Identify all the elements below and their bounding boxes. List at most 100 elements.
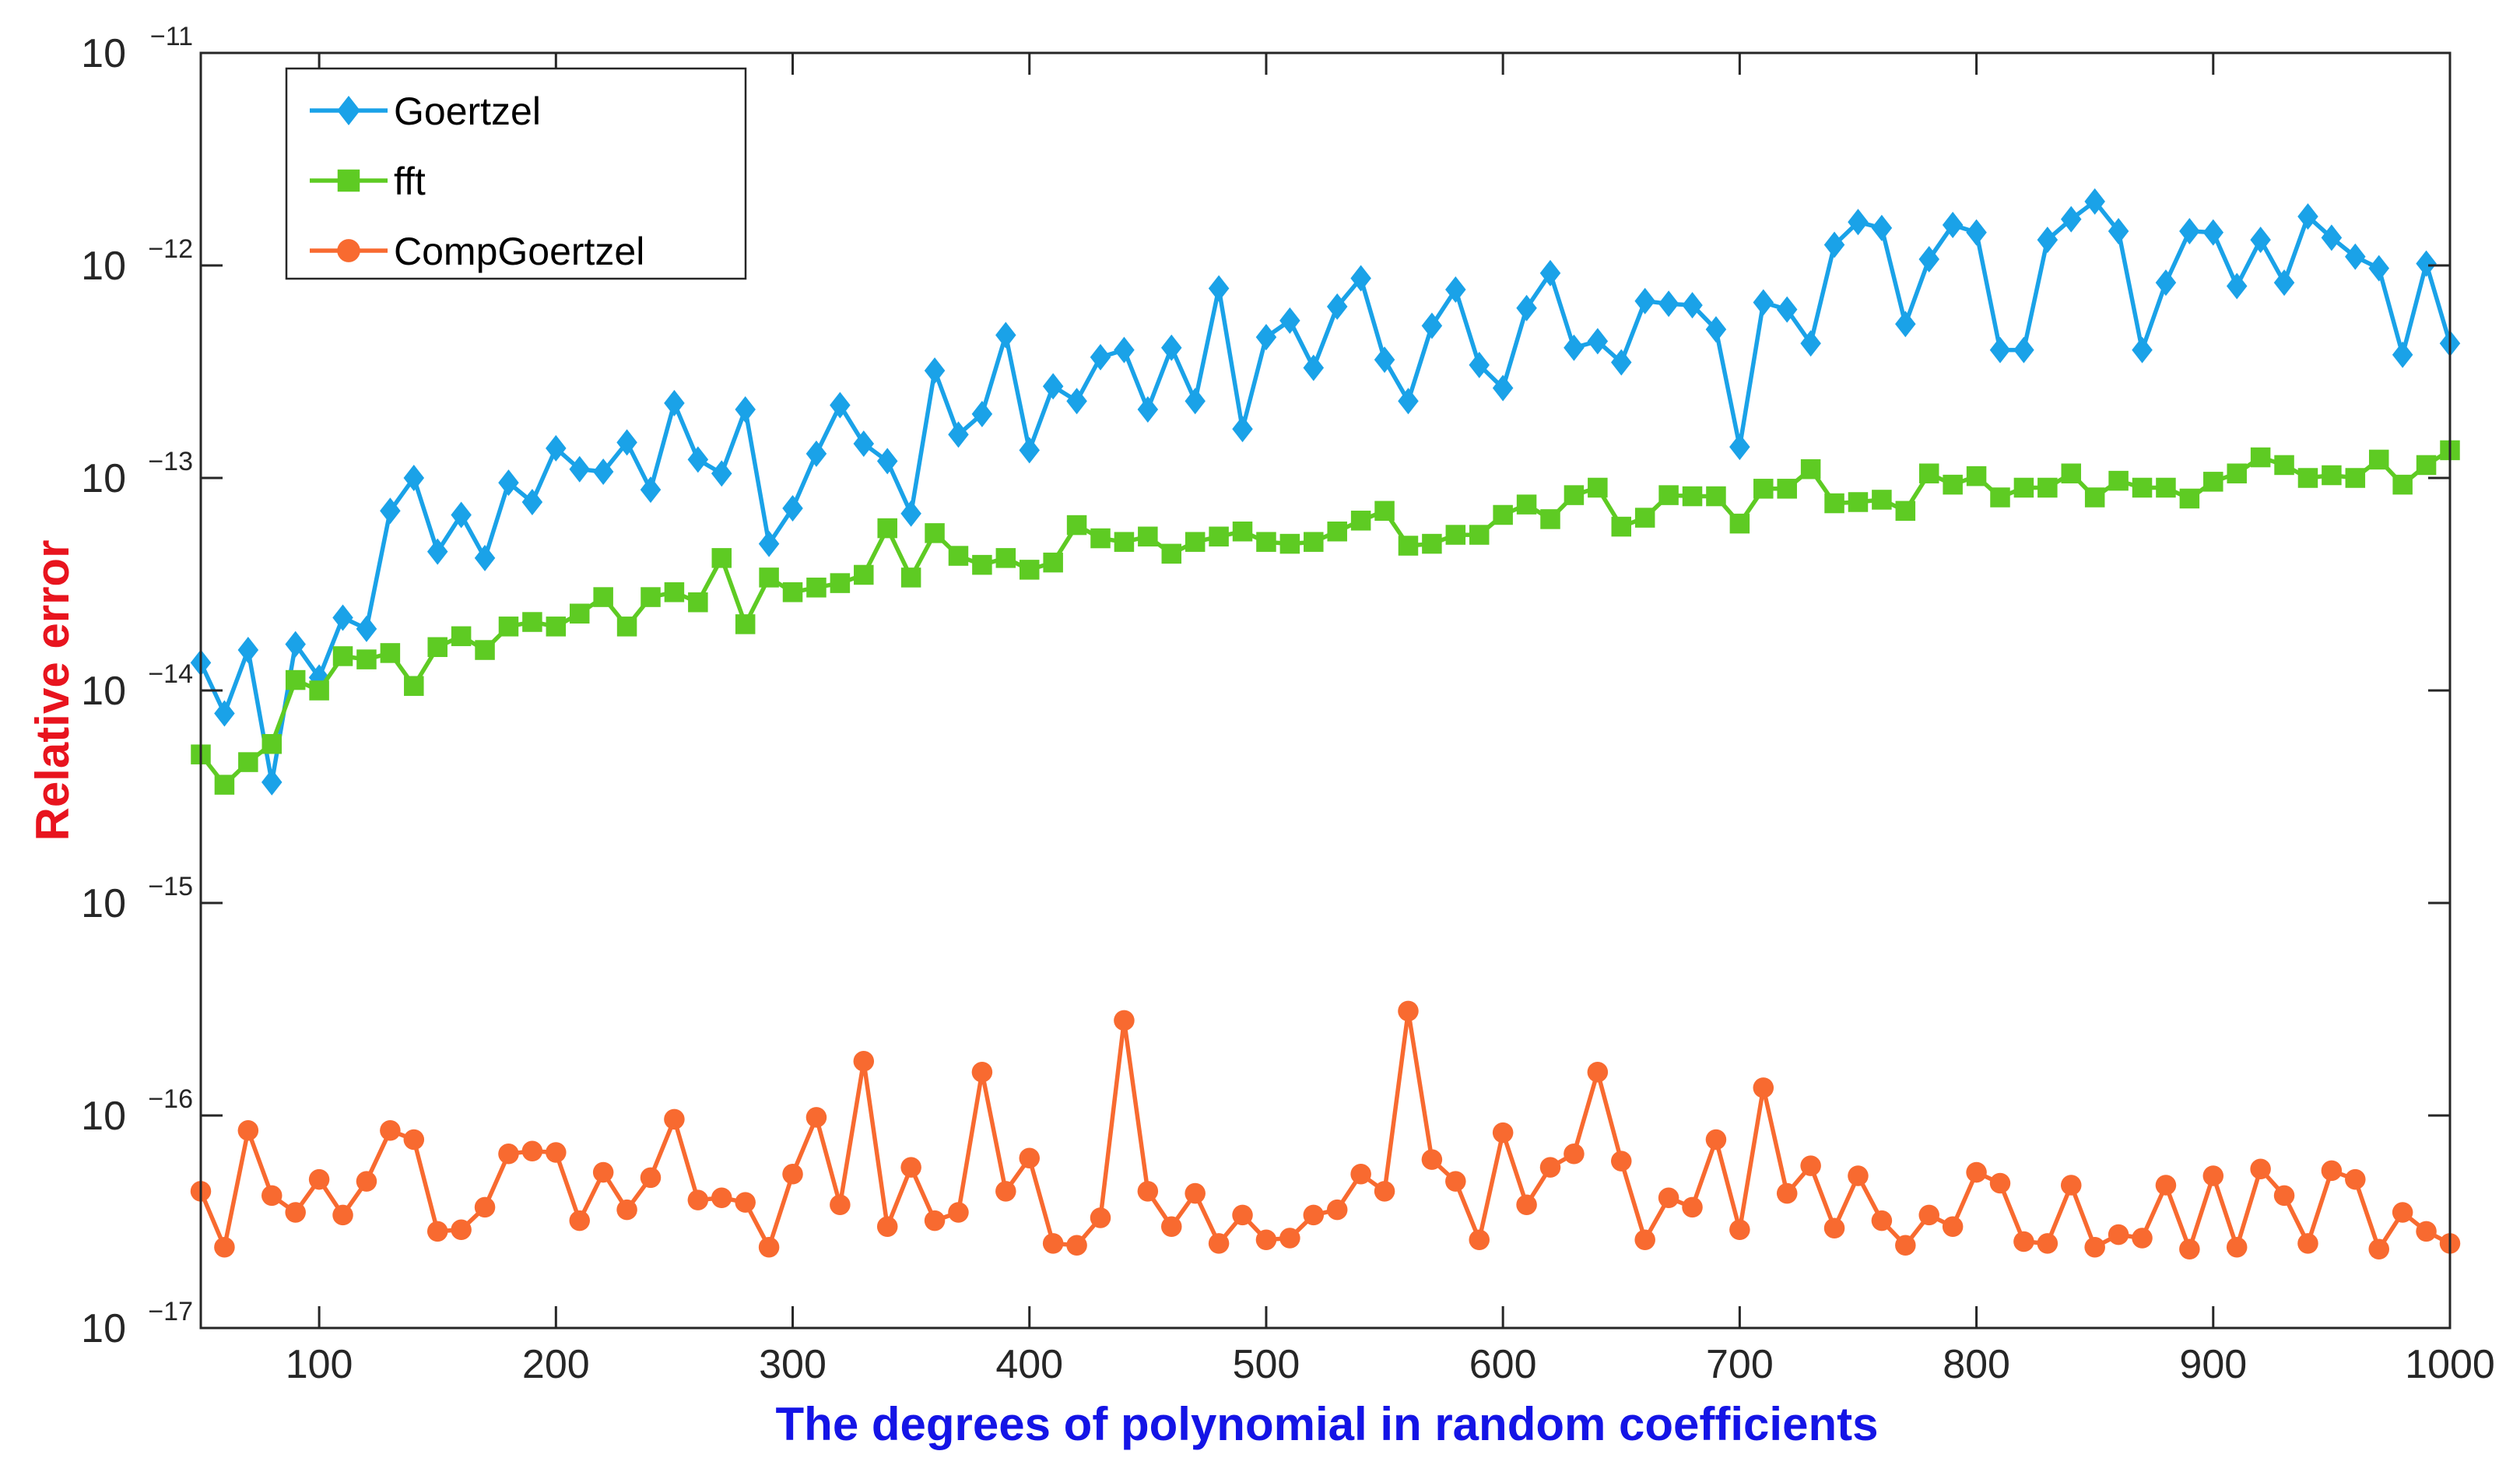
goertzel-point [380,497,401,525]
fft-point [1209,526,1229,547]
goertzel-point [2132,336,2153,364]
compgoertzel-point [380,1120,401,1141]
fft-point [1682,486,1703,507]
fft-point [356,649,377,669]
compgoertzel-point [2132,1228,2153,1249]
compgoertzel-point [1800,1155,1821,1176]
ticks-layer: 100 200 300 400 500 600 700 800 900 1000 10 −17 10 −1… [81,22,2495,1387]
compgoertzel-point [830,1194,851,1215]
compgoertzel-point [876,1216,898,1238]
compgoertzel-point [2273,1185,2295,1207]
fft-point [2132,477,2153,498]
fft-point [735,614,756,634]
compgoertzel-point [546,1142,567,1163]
goertzel-point [664,389,685,416]
x-tick-label: 300 [759,1342,827,1387]
fft-point [1114,532,1135,552]
compgoertzel-point [2013,1231,2034,1252]
legend-compgoertzel-label: CompGoertzel [394,230,644,273]
fft-point [498,617,519,637]
compgoertzel-point [1776,1182,1798,1204]
goertzel-point [2392,341,2413,368]
x-tick-label: 1000 [2405,1342,2495,1387]
compgoertzel-point [1303,1204,1325,1226]
goertzel-point [2179,217,2200,244]
fft-point [1706,486,1726,507]
compgoertzel-point [1753,1077,1774,1098]
compgoertzel-point [1042,1233,1064,1254]
goertzel-point [426,538,448,565]
compgoertzel-point [640,1167,662,1189]
goertzel-point [2368,255,2389,282]
fft-point [309,680,329,701]
fft-point [546,617,567,637]
fft-point [664,582,685,603]
fft-point [522,612,542,632]
fft-point [1256,532,1276,552]
goertzel-point [261,768,283,796]
fft-point [593,587,613,607]
fft-point [1469,525,1490,545]
goertzel-point [1350,265,1371,292]
compgoertzel-point [356,1171,377,1192]
fft-point [2345,468,2366,488]
goertzel-point [2155,269,2177,297]
compgoertzel-point [1469,1229,1490,1250]
goertzel-point [214,700,235,727]
fft-point [759,567,779,588]
x-tick-label: 600 [1469,1342,1537,1387]
fft-point [1848,492,1869,512]
compgoertzel-point [521,1140,543,1161]
goertzel-point [2250,227,2271,254]
goertzel-point [1326,293,1348,320]
fft-point [877,518,897,539]
legend-goertzel-label: Goertzel [394,90,541,133]
compgoertzel-point [498,1144,519,1165]
goertzel-point [616,429,637,456]
compgoertzel-point [1492,1122,1514,1144]
goertzel-point [1208,275,1230,302]
goertzel-point [687,446,709,473]
fft-point [1729,513,1750,534]
fft-point [900,567,921,588]
compgoertzel-point [2368,1238,2389,1259]
x-tick-label: 500 [1233,1342,1300,1387]
goertzel-point [1469,351,1490,378]
goertzel-point [1729,434,1750,461]
fft-point [475,640,495,660]
compgoertzel-point [1208,1233,1230,1254]
compgoertzel-point [2345,1168,2366,1190]
compgoertzel-point [1090,1207,1111,1228]
fft-point [2108,470,2129,491]
compgoertzel-point [1729,1219,1750,1241]
fft-point [1943,474,1963,495]
compgoertzel-point [1564,1144,1585,1165]
compgoertzel-point [1114,1010,1135,1031]
fft-point [1066,515,1087,536]
y-tick-label: 10 [81,1306,126,1351]
fft-point [830,573,851,593]
compgoertzel-point [1279,1228,1300,1249]
goertzel-point [1753,289,1774,316]
x-tick-label: 900 [2179,1342,2247,1387]
goertzel-point [2108,217,2129,244]
fft-point [782,582,803,603]
fft-point [1019,560,1040,580]
legend-goertzel-marker [337,96,360,125]
compgoertzel-line [198,1009,2452,1252]
goertzel-point [546,434,567,462]
y-tick-label: 10 [81,456,126,501]
goertzel-point [1682,292,1703,319]
goertzel-point [782,494,803,522]
fft-point [1422,533,1442,554]
goertzel-point [498,469,519,497]
fft-point [1588,477,1608,498]
goertzel-point [2013,336,2034,364]
fft-point [1232,521,1253,542]
goertzel-point [1161,334,1182,361]
goertzel-point [1255,324,1277,351]
x-tick-label: 400 [995,1342,1063,1387]
fft-point [1564,485,1585,505]
compgoertzel-point [664,1108,685,1130]
fft-point [806,578,827,598]
